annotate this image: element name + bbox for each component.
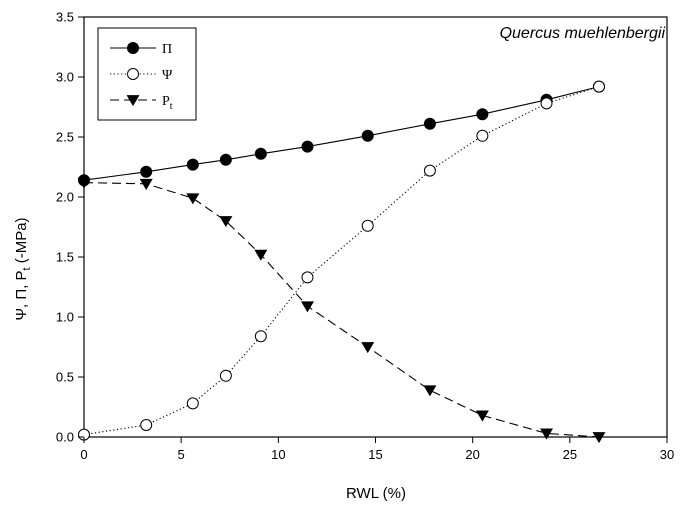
series-layer — [77, 80, 606, 444]
data-point — [592, 80, 605, 93]
series-line — [83, 182, 600, 438]
data-point — [540, 428, 554, 440]
y-tick-label: 0.5 — [56, 370, 74, 385]
legend-label: Π — [162, 42, 172, 57]
data-point — [186, 193, 200, 205]
axis-ticks: 0 5 10 15 20 25 30 0.0 0.5 1.0 1.5 2.0 2.5 3.0 3.5 — [56, 10, 674, 463]
species-annotation: Quercus muehlenbergii — [500, 25, 666, 42]
x-tick-label: 30 — [660, 447, 674, 462]
series-3 — [77, 177, 606, 444]
x-tick-label: 0 — [80, 447, 87, 462]
data-point — [361, 219, 374, 232]
x-axis-title: RWL (%) — [346, 485, 406, 502]
y-axis-title-text: Ψ, Π, Pt (-MPa) — [13, 217, 33, 320]
y-axis-title: Ψ, Π, Pt (-MPa) — [13, 217, 33, 320]
data-point — [219, 153, 232, 166]
data-point — [540, 97, 553, 110]
legend: ΠΨ Pt — [97, 27, 197, 121]
legend-label: Ψ — [162, 68, 173, 83]
y-tick-label: 2.0 — [56, 190, 74, 205]
data-point — [361, 129, 374, 142]
data-point — [476, 129, 489, 142]
data-point — [139, 178, 153, 190]
data-point — [300, 301, 314, 313]
data-point — [219, 216, 233, 228]
legend-marker — [127, 42, 139, 54]
legend-entry: Π — [110, 42, 172, 57]
series-2 — [78, 80, 605, 441]
data-point — [592, 432, 606, 444]
data-point — [186, 397, 199, 410]
data-point — [140, 165, 153, 178]
series-line — [83, 86, 600, 436]
legend-entry: Pt — [110, 94, 173, 112]
x-tick-label: 20 — [465, 447, 479, 462]
y-tick-label: 2.5 — [56, 130, 74, 145]
legend-marker — [126, 95, 140, 107]
legend-entry: Ψ — [110, 68, 173, 83]
x-tick-label: 5 — [178, 447, 185, 462]
data-point — [361, 342, 375, 354]
data-point — [254, 249, 268, 261]
data-point — [423, 164, 436, 177]
data-point — [476, 108, 489, 121]
data-point — [254, 330, 267, 343]
y-tick-label: 3.0 — [56, 70, 74, 85]
data-point — [475, 410, 489, 422]
data-point — [423, 117, 436, 130]
data-point — [77, 177, 91, 189]
data-point — [301, 271, 314, 284]
y-tick-label: 3.5 — [56, 10, 74, 25]
data-point — [186, 158, 199, 171]
data-point — [219, 369, 232, 382]
data-point — [254, 147, 267, 160]
y-tick-label: 1.5 — [56, 250, 74, 265]
legend-marker — [127, 68, 139, 80]
x-tick-label: 25 — [563, 447, 577, 462]
y-tick-label: 1.0 — [56, 310, 74, 325]
data-point — [301, 140, 314, 153]
data-point — [423, 385, 437, 397]
x-tick-label: 10 — [271, 447, 285, 462]
data-point — [140, 419, 153, 431]
x-tick-label: 15 — [368, 447, 382, 462]
legend-label: Pt — [162, 94, 173, 112]
y-tick-label: 0.0 — [56, 430, 74, 445]
